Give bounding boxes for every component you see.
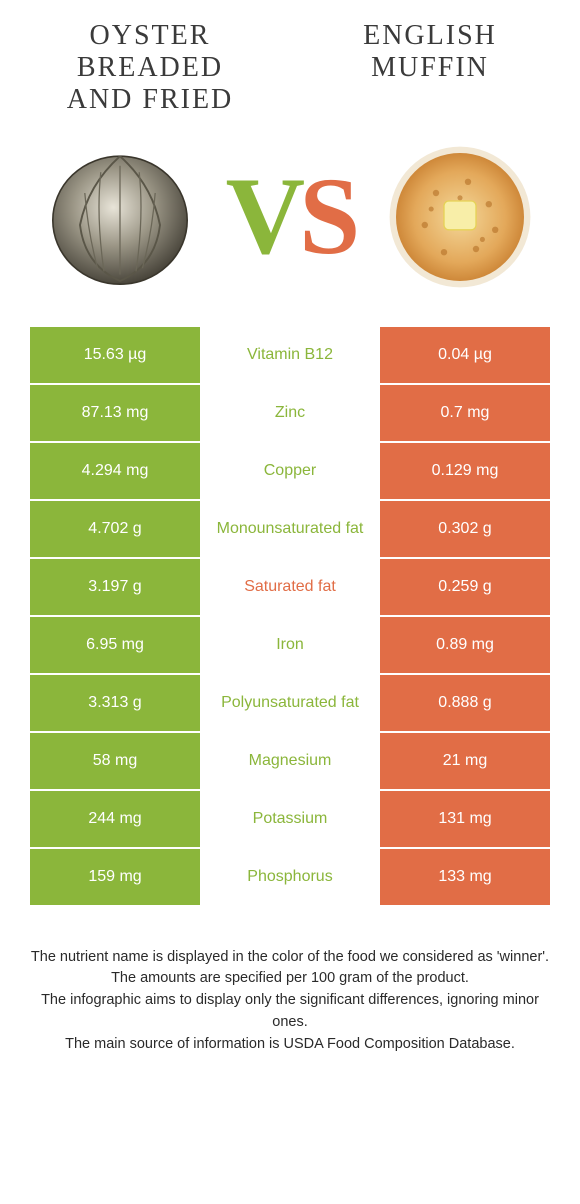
vs-v: V: [226, 153, 299, 280]
right-value: 131 mg: [380, 791, 550, 847]
table-row: 6.95 mgIron0.89 mg: [30, 617, 550, 673]
table-row: 87.13 mgZinc0.7 mg: [30, 385, 550, 441]
left-value: 4.294 mg: [30, 443, 200, 499]
footer-l3: The infographic aims to display only the…: [30, 990, 550, 1034]
left-value: 159 mg: [30, 849, 200, 905]
right-value: 0.04 µg: [380, 327, 550, 383]
vs-label: VS: [226, 153, 355, 280]
right-value: 0.888 g: [380, 675, 550, 731]
left-value: 87.13 mg: [30, 385, 200, 441]
table-row: 15.63 µgVitamin B120.04 µg: [30, 327, 550, 383]
vs-s: S: [299, 153, 354, 280]
left-value: 3.197 g: [30, 559, 200, 615]
table-row: 4.294 mgCopper0.129 mg: [30, 443, 550, 499]
left-value: 3.313 g: [30, 675, 200, 731]
right-value: 0.302 g: [380, 501, 550, 557]
table-row: 58 mgMagnesium21 mg: [30, 733, 550, 789]
nutrient-name: Monounsaturated fat: [200, 501, 380, 557]
left-title-l3: AND FRIED: [67, 84, 234, 115]
right-value: 0.89 mg: [380, 617, 550, 673]
right-title: ENGLISH MUFFIN: [320, 20, 540, 117]
right-value: 133 mg: [380, 849, 550, 905]
footer-l4: The main source of information is USDA F…: [30, 1034, 550, 1056]
table-row: 4.702 gMonounsaturated fat0.302 g: [30, 501, 550, 557]
left-value: 244 mg: [30, 791, 200, 847]
nutrient-name: Polyunsaturated fat: [200, 675, 380, 731]
nutrient-name: Potassium: [200, 791, 380, 847]
right-value: 0.129 mg: [380, 443, 550, 499]
left-title: OYSTER BREADED AND FRIED: [40, 20, 260, 117]
nutrient-name: Zinc: [200, 385, 380, 441]
nutrient-name: Saturated fat: [200, 559, 380, 615]
nutrient-name: Phosphorus: [200, 849, 380, 905]
muffin-image: [380, 137, 540, 297]
nutrient-name: Iron: [200, 617, 380, 673]
table-row: 244 mgPotassium131 mg: [30, 791, 550, 847]
nutrient-name: Copper: [200, 443, 380, 499]
footer-l2: The amounts are specified per 100 gram o…: [30, 968, 550, 990]
left-value: 4.702 g: [30, 501, 200, 557]
footer-l1: The nutrient name is displayed in the co…: [30, 947, 550, 969]
titles-row: OYSTER BREADED AND FRIED ENGLISH MUFFIN: [0, 0, 580, 127]
nutrient-name: Magnesium: [200, 733, 380, 789]
left-value: 58 mg: [30, 733, 200, 789]
left-value: 15.63 µg: [30, 327, 200, 383]
nutrient-table: 15.63 µgVitamin B120.04 µg87.13 mgZinc0.…: [0, 327, 580, 905]
table-row: 159 mgPhosphorus133 mg: [30, 849, 550, 905]
left-value: 6.95 mg: [30, 617, 200, 673]
left-title-l1: OYSTER: [90, 20, 211, 51]
hero-row: VS: [0, 127, 580, 327]
left-title-l2: BREADED: [77, 52, 223, 83]
right-title-l2: MUFFIN: [371, 52, 489, 83]
nutrient-name: Vitamin B12: [200, 327, 380, 383]
right-title-l1: ENGLISH: [363, 20, 497, 51]
right-value: 21 mg: [380, 733, 550, 789]
right-value: 0.259 g: [380, 559, 550, 615]
right-value: 0.7 mg: [380, 385, 550, 441]
footer-notes: The nutrient name is displayed in the co…: [0, 907, 580, 1056]
oyster-image: [40, 137, 200, 297]
table-row: 3.197 gSaturated fat0.259 g: [30, 559, 550, 615]
table-row: 3.313 gPolyunsaturated fat0.888 g: [30, 675, 550, 731]
